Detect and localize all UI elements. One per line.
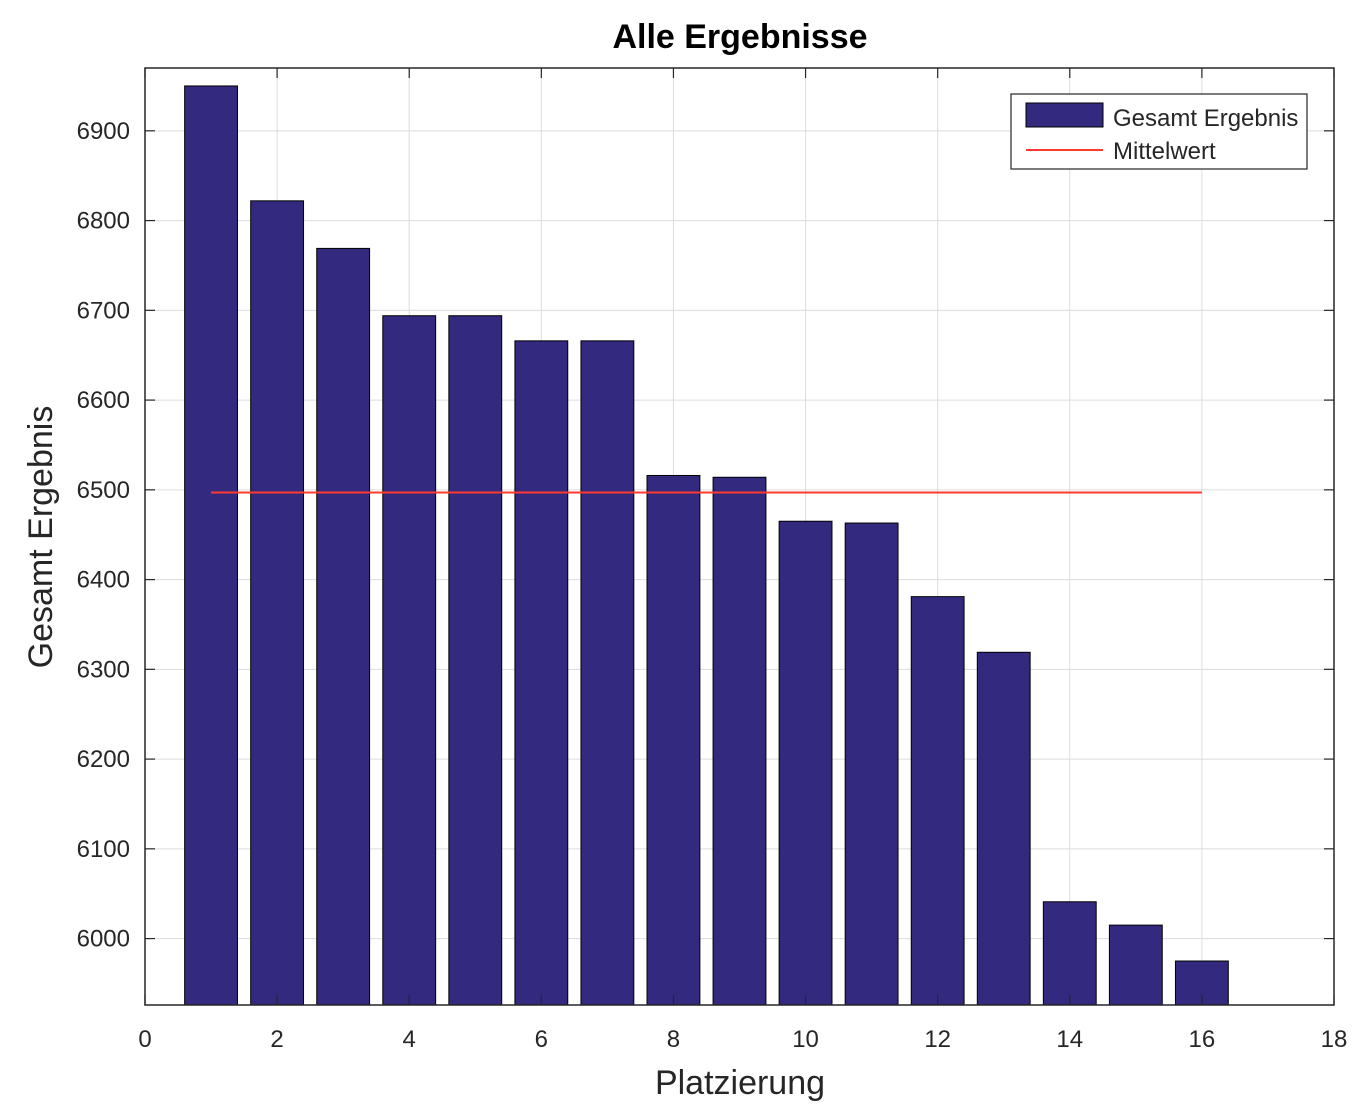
x-tick-label: 10	[792, 1026, 819, 1053]
y-tick-label: 6400	[77, 567, 130, 594]
legend: Gesamt Ergebnis Mittelwert	[1010, 93, 1308, 170]
x-tick-label: 0	[138, 1026, 151, 1053]
legend-swatch-bar	[1025, 102, 1104, 128]
y-tick-label: 6500	[77, 477, 130, 504]
x-tick-label: 18	[1321, 1026, 1348, 1053]
bar	[514, 340, 569, 1006]
x-tick-label: 8	[667, 1026, 680, 1053]
bar	[1108, 924, 1163, 1006]
y-tick-label: 6800	[77, 208, 130, 235]
y-tick-label: 6200	[77, 746, 130, 773]
x-axis-label: Platzierung	[655, 1064, 825, 1102]
bar	[448, 315, 503, 1006]
bar	[184, 85, 238, 1006]
y-tick-label: 6000	[77, 926, 130, 953]
y-tick-labels: 6000 6100 6200 6300 6400 6500 6600 6700 6800 6900	[77, 118, 130, 953]
axes-box	[144, 67, 1335, 1006]
bar-series	[184, 85, 1229, 1006]
bar	[712, 476, 767, 1006]
bar	[316, 247, 371, 1006]
bar	[976, 651, 1031, 1006]
bar	[778, 520, 833, 1006]
y-tick-label: 6300	[77, 656, 130, 683]
x-tick-labels: 0 2 4 6 8 10 12 14 16 18	[138, 1026, 1347, 1053]
bar	[382, 315, 437, 1006]
bar	[844, 522, 899, 1006]
y-tick-label: 6900	[77, 118, 130, 145]
y-axis-label: Gesamt Ergebnis	[22, 406, 60, 669]
bar	[580, 340, 635, 1006]
x-tick-label: 6	[535, 1026, 548, 1053]
bar	[1042, 901, 1097, 1006]
y-tick-label: 6600	[77, 387, 130, 414]
chart-title: Alle Ergebnisse	[612, 18, 867, 56]
bar	[250, 200, 305, 1006]
y-tick-label: 6100	[77, 836, 130, 863]
legend-label-bars: Gesamt Ergebnis	[1113, 105, 1298, 132]
bar	[910, 596, 965, 1006]
x-tick-label: 2	[270, 1026, 283, 1053]
y-tick-label: 6700	[77, 297, 130, 324]
x-tick-label: 4	[403, 1026, 416, 1053]
axis-ticks	[144, 68, 1335, 1005]
bar	[646, 474, 701, 1006]
legend-label-mean: Mittelwert	[1113, 138, 1216, 165]
x-tick-label: 12	[924, 1026, 951, 1053]
x-tick-label: 16	[1189, 1026, 1216, 1053]
x-tick-label: 14	[1056, 1026, 1083, 1053]
